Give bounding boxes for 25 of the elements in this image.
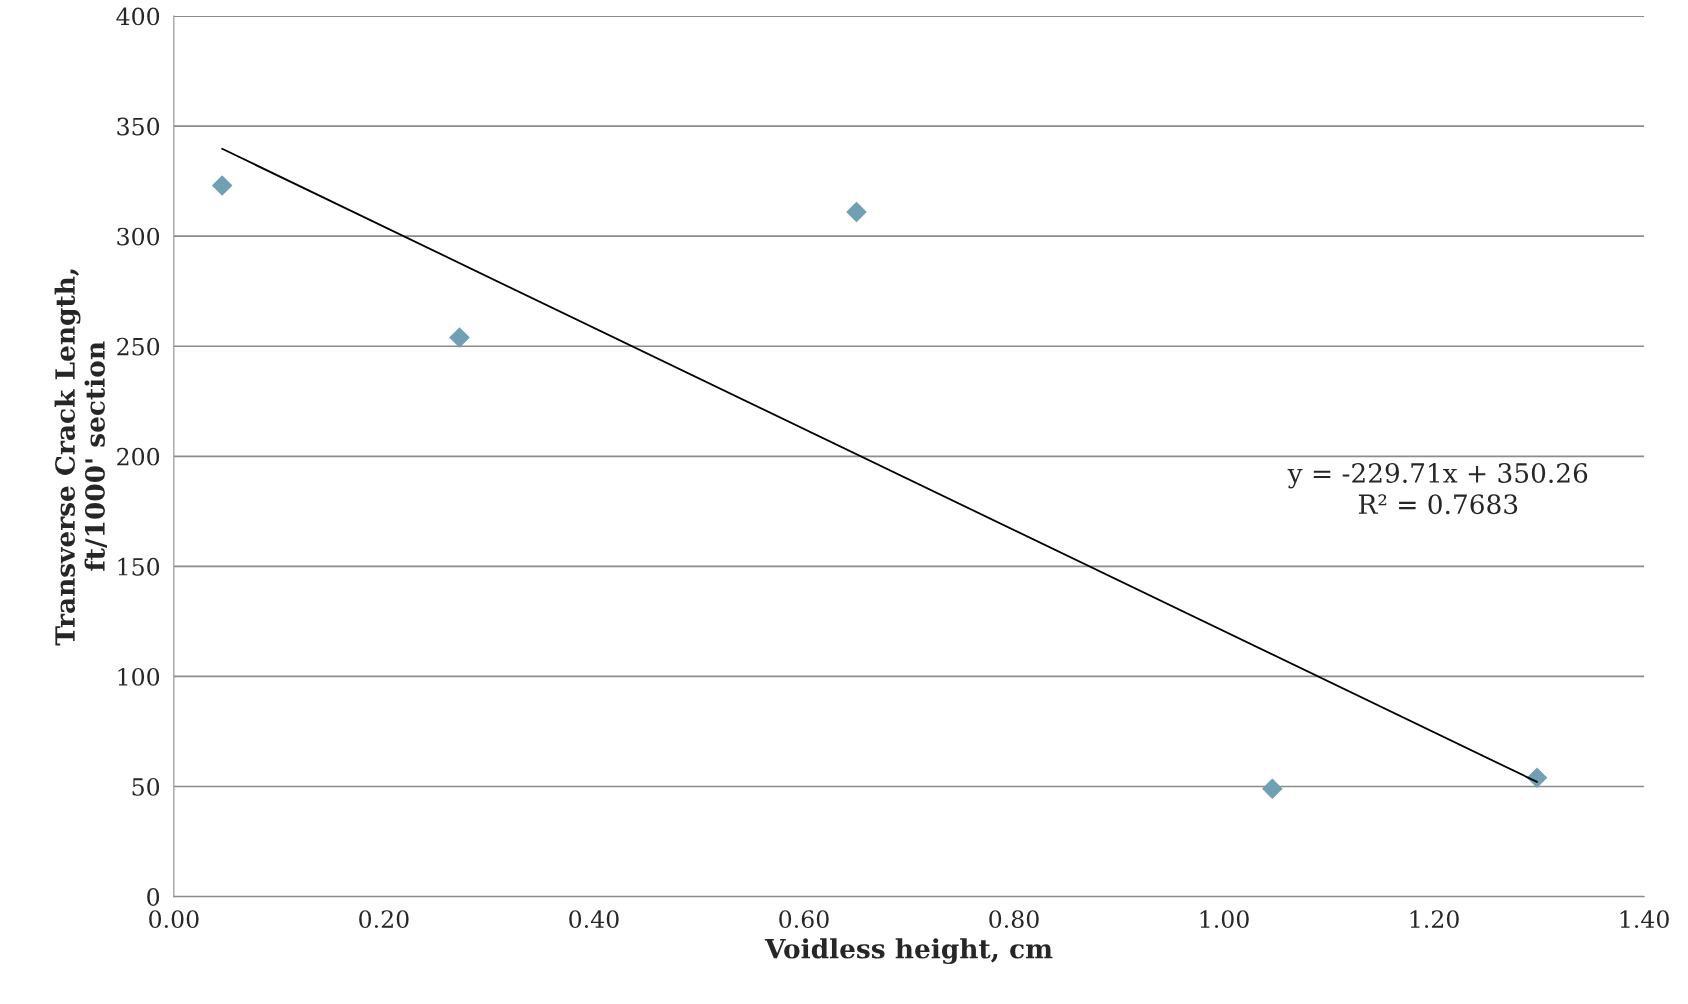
x-tick-label: 1.00 (1200, 910, 1249, 929)
x-tick-label: 0.80 (989, 910, 1039, 929)
x-tick-label: 0.00 (149, 910, 199, 929)
y-tick-label: 200 (117, 447, 160, 466)
annotation: R² = 0.7683 (1358, 494, 1518, 515)
y-tick-label: 250 (117, 337, 160, 356)
point (211, 175, 233, 196)
x-tick-label: 1.40 (1620, 910, 1669, 929)
point (846, 201, 867, 223)
x-tick-label: 0.60 (779, 910, 829, 929)
x-axis-title: Voidless height, cm (764, 938, 1053, 965)
y-tick-label: 50 (132, 777, 160, 796)
annotation: y = -229.71x + 350.26 (1287, 463, 1588, 489)
y-tick-label: 150 (118, 557, 160, 576)
x-tick-label: 1.20 (1410, 910, 1459, 929)
y-tick-label: 300 (117, 227, 160, 246)
x-tick-label: 0.20 (359, 910, 409, 929)
y-tick-label: 0 (147, 888, 160, 906)
point (1262, 778, 1283, 800)
x-tick-label: 0.40 (569, 910, 619, 929)
y-tick-label: 350 (117, 117, 160, 136)
y-tick-label: 100 (118, 667, 160, 686)
y-axis-title: Transverse Crack Length, ft/1000' section (54, 269, 108, 646)
point (449, 327, 470, 348)
y-tick-label: 400 (116, 7, 160, 26)
